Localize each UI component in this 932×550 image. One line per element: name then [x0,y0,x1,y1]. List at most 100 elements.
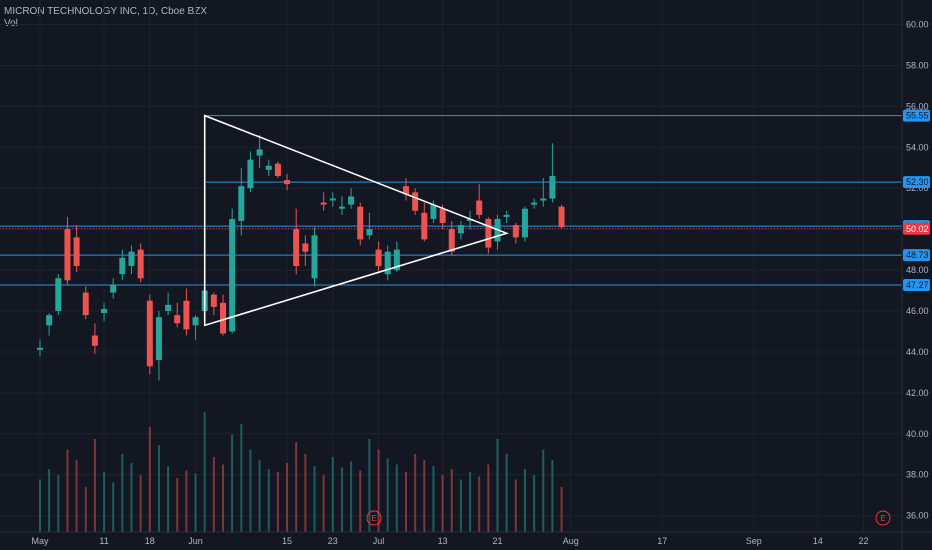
candle-body [128,251,135,266]
volume-bar [478,476,481,532]
price-tick-label: 58.00 [906,60,929,70]
volume-bar [240,424,243,532]
candle-body [430,204,437,219]
candle-body [101,308,108,314]
candle-body [46,315,53,326]
price-tick-label: 56.00 [906,101,929,111]
price-axis[interactable]: 60.0058.0056.0054.0052.0050.0048.0046.00… [902,0,932,550]
volume-bar [386,458,389,532]
candle-body [384,251,391,275]
level-tag-label: 55.55 [906,111,929,121]
time-tick-label: May [31,536,49,546]
level-tag[interactable] [903,109,930,122]
time-tick-label: 14 [813,536,823,546]
volume-bar [395,464,398,532]
candle-body [439,208,446,224]
candle-body [549,175,556,199]
candle-body [220,302,226,334]
volume-bar [121,454,124,532]
price-tick-label: 52.00 [906,183,929,193]
candle-body [531,202,538,205]
volume-bar [203,412,206,532]
volume-bar [267,469,270,532]
volume-bar [313,466,316,532]
time-tick-label: Jul [373,536,385,546]
candle-body [247,159,254,189]
triangle-drawing[interactable] [203,114,510,327]
level-tag[interactable] [903,176,930,189]
volume-bar [258,460,261,532]
candle-body [238,186,245,221]
price-tick-label: 60.00 [906,20,929,30]
time-tick-label: 23 [328,536,338,546]
candle-body [119,257,126,275]
candle-body [274,163,281,176]
candle-body [284,180,291,185]
volume-bar [139,475,142,532]
volume-bar [148,427,151,532]
volume-label: Vol [4,18,18,29]
last-price-tag [903,222,930,235]
earnings-marker-label: E [880,514,885,523]
volume-bar [222,464,224,532]
volume-bar [212,457,215,532]
earnings-marker[interactable] [875,510,891,526]
candlesticks [37,135,565,381]
time-tick-label: Aug [563,536,579,546]
last-price-label: 50.02 [906,224,929,234]
earnings-marker[interactable] [366,510,382,526]
volume-bar [450,469,453,532]
volume-bar [505,454,508,532]
candle-body [311,235,318,279]
time-tick-label: Jun [188,536,203,546]
volume-bar [414,454,417,532]
candle-body [73,237,80,266]
volume-bar [359,470,362,532]
candle-body [229,218,236,332]
candle-body [503,214,510,217]
volume-bar [295,442,298,532]
candle-body [165,304,172,312]
candle-body [192,317,199,326]
time-tick-label: 11 [99,536,108,546]
volume-bar [66,449,69,532]
volume-bar [57,475,60,532]
price-tick-label: 54.00 [906,142,929,152]
price-tick-label: 46.00 [906,306,929,316]
volume-bar [331,457,334,532]
level-tag-label: 48.73 [906,250,929,260]
candle-body [348,196,355,205]
level-tag[interactable] [903,279,930,292]
candle-body [403,186,409,195]
candle-body [521,208,528,238]
volume-bar [48,469,51,532]
grid-lines [0,0,902,532]
candle-body [338,206,345,209]
volume-bar [112,482,115,532]
volume-bar [423,460,426,532]
volume-bar [185,470,188,532]
volume-bar [340,467,343,532]
candle-body [476,200,483,215]
time-tick-label: 22 [858,536,868,546]
volume-bar [231,434,234,532]
candle-body [421,212,428,240]
time-tick-label: 18 [145,536,155,546]
volume-bar [84,487,87,532]
candle-body [55,278,62,312]
level-tag[interactable] [903,249,930,262]
volume-bar [194,473,197,532]
chart-legend: MICRON TECHNOLOGY INC, 1D, Cboe BZX Vol [4,6,207,30]
candle-body [91,335,98,346]
candle-body [558,206,565,228]
price-tick-label: 42.00 [906,388,929,398]
triangle-pattern[interactable] [203,114,510,327]
candle-body [302,243,309,252]
candle-body [448,229,455,252]
price-level-lines[interactable] [0,115,902,286]
time-tick-label: Sep [746,536,762,546]
price-tick-label: 38.00 [906,470,929,480]
